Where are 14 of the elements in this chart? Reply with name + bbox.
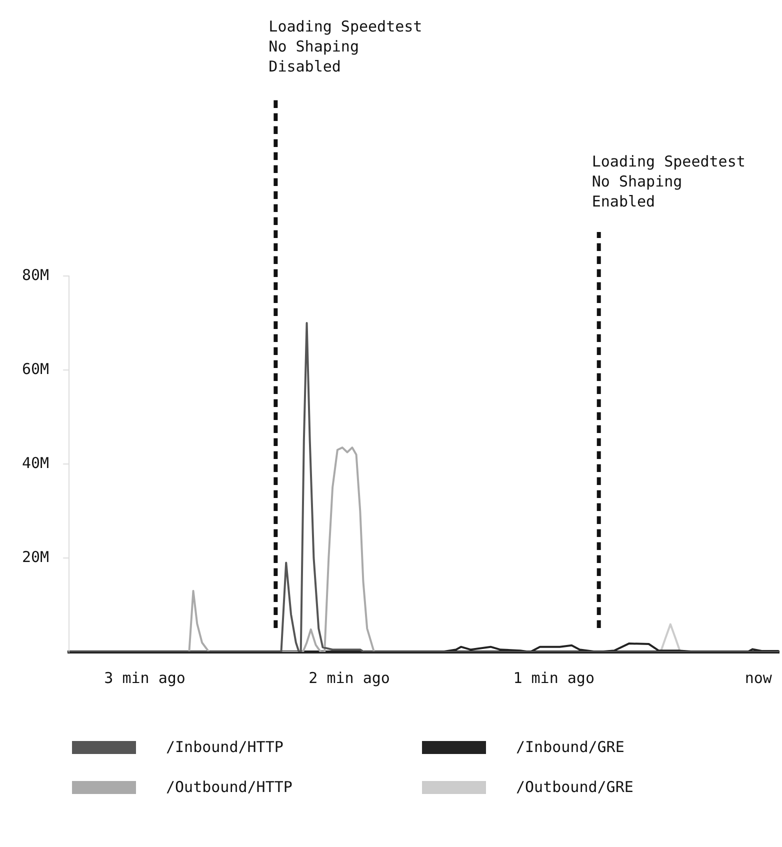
x-tick-label: 3 min ago	[104, 668, 186, 687]
x-tick-label: 2 min ago	[308, 668, 390, 687]
legend-label: /Outbound/GRE	[516, 778, 634, 796]
y-tick-label: 20M	[22, 548, 50, 566]
x-tick-label: now	[744, 668, 773, 687]
legend-label: /Inbound/GRE	[516, 738, 624, 756]
ref-line-label: Loading Speedtest No Shaping Enabled	[592, 152, 746, 210]
legend-label: /Outbound/HTTP	[166, 778, 292, 796]
x-tick-label: 1 min ago	[513, 668, 594, 687]
y-tick-label: 40M	[22, 454, 50, 472]
legend-label: /Inbound/HTTP	[166, 738, 284, 756]
y-tick-label: 60M	[22, 360, 50, 378]
y-tick-label: 80M	[22, 266, 50, 284]
ref-line-label: Loading Speedtest No Shaping Disabled	[268, 17, 422, 76]
